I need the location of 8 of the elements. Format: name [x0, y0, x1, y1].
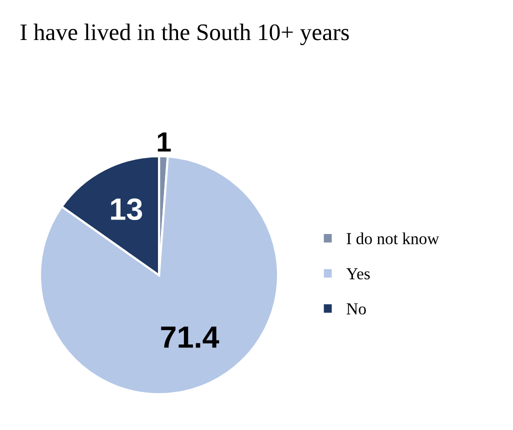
- data-label: 1: [158, 132, 171, 152]
- data-label: 13: [111, 198, 142, 220]
- legend-label: No: [346, 303, 366, 314]
- pie-slice: [38, 155, 280, 396]
- data-label: 71.4: [161, 326, 220, 348]
- legend-label: Yes: [346, 268, 370, 280]
- legend-label: I do not know: [346, 232, 440, 244]
- chart-title: I have lived in the South 10+ years: [20, 24, 349, 46]
